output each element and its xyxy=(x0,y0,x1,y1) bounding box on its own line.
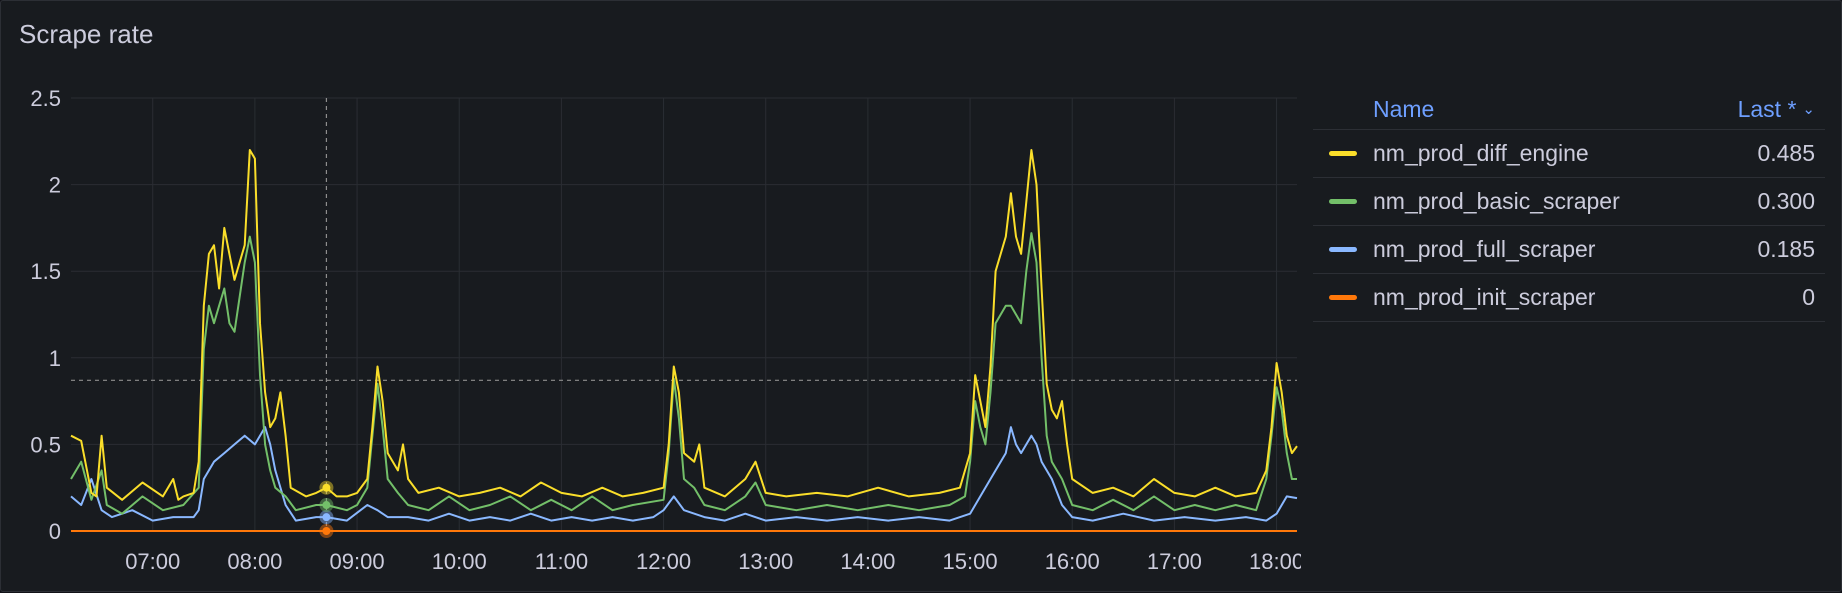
x-tick-label: 18:00 xyxy=(1249,549,1301,574)
chevron-down-icon: ⌄ xyxy=(1802,101,1815,118)
hover-point-nm_prod_init_scraper xyxy=(322,527,331,535)
legend-series-name: nm_prod_diff_engine xyxy=(1373,140,1589,166)
legend-series-name: nm_prod_full_scraper xyxy=(1373,236,1596,262)
x-tick-label: 07:00 xyxy=(125,549,180,574)
y-tick-label: 0.5 xyxy=(30,432,61,457)
hover-point-nm_prod_diff_engine xyxy=(322,483,331,492)
series-color-swatch xyxy=(1329,247,1357,252)
y-tick-label: 0 xyxy=(49,519,61,544)
series-color-swatch xyxy=(1329,199,1357,204)
legend-table: Name Last * ⌄ nm_prod_diff_engine 0.485 … xyxy=(1313,89,1825,322)
legend-row[interactable]: nm_prod_basic_scraper 0.300 xyxy=(1313,178,1825,226)
x-tick-label: 10:00 xyxy=(432,549,487,574)
legend-series-last: 0.300 xyxy=(1757,188,1815,214)
legend-series-last: 0.185 xyxy=(1757,236,1815,262)
series-color-swatch xyxy=(1329,295,1357,300)
y-tick-label: 2 xyxy=(49,173,61,198)
legend-row[interactable]: nm_prod_init_scraper 0 xyxy=(1313,274,1825,322)
legend-name-header[interactable]: Name xyxy=(1373,95,1435,122)
legend-series-name: nm_prod_init_scraper xyxy=(1373,284,1596,310)
series-color-swatch xyxy=(1329,151,1357,156)
x-tick-label: 13:00 xyxy=(738,549,793,574)
x-tick-label: 12:00 xyxy=(636,549,691,574)
x-tick-label: 14:00 xyxy=(840,549,895,574)
y-tick-label: 1.5 xyxy=(30,259,61,284)
time-series-chart[interactable]: 0 0.5 1 1.5 2 2.5 07:00 08:00 09:00 10:00 11:00 12:… xyxy=(1,1,1301,593)
hover-point-nm_prod_full_scraper xyxy=(322,513,331,522)
series-line-nm_prod_diff_engine xyxy=(70,149,1298,501)
legend-last-header[interactable]: Last * ⌄ xyxy=(1738,96,1815,123)
series-line-nm_prod_full_scraper xyxy=(70,426,1298,522)
legend-series-name: nm_prod_basic_scraper xyxy=(1373,188,1620,214)
x-tick-label: 16:00 xyxy=(1045,549,1100,574)
legend-series-last: 0.485 xyxy=(1757,140,1815,166)
x-tick-label: 08:00 xyxy=(227,549,282,574)
x-tick-label: 15:00 xyxy=(943,549,998,574)
legend-last-header-label: Last * xyxy=(1737,95,1797,122)
y-tick-label: 2.5 xyxy=(30,86,61,111)
hover-point-nm_prod_basic_scraper xyxy=(322,501,331,510)
x-tick-label: 09:00 xyxy=(330,549,385,574)
panel-title: Scrape rate xyxy=(19,19,154,49)
legend-series-last: 0 xyxy=(1802,284,1815,310)
x-tick-label: 11:00 xyxy=(535,549,588,574)
y-tick-label: 1 xyxy=(49,346,61,371)
legend-row[interactable]: nm_prod_full_scraper 0.185 xyxy=(1313,226,1825,274)
legend-header: Name Last * ⌄ xyxy=(1313,89,1825,130)
x-tick-label: 17:00 xyxy=(1147,549,1202,574)
legend-row[interactable]: nm_prod_diff_engine 0.485 xyxy=(1313,130,1825,178)
